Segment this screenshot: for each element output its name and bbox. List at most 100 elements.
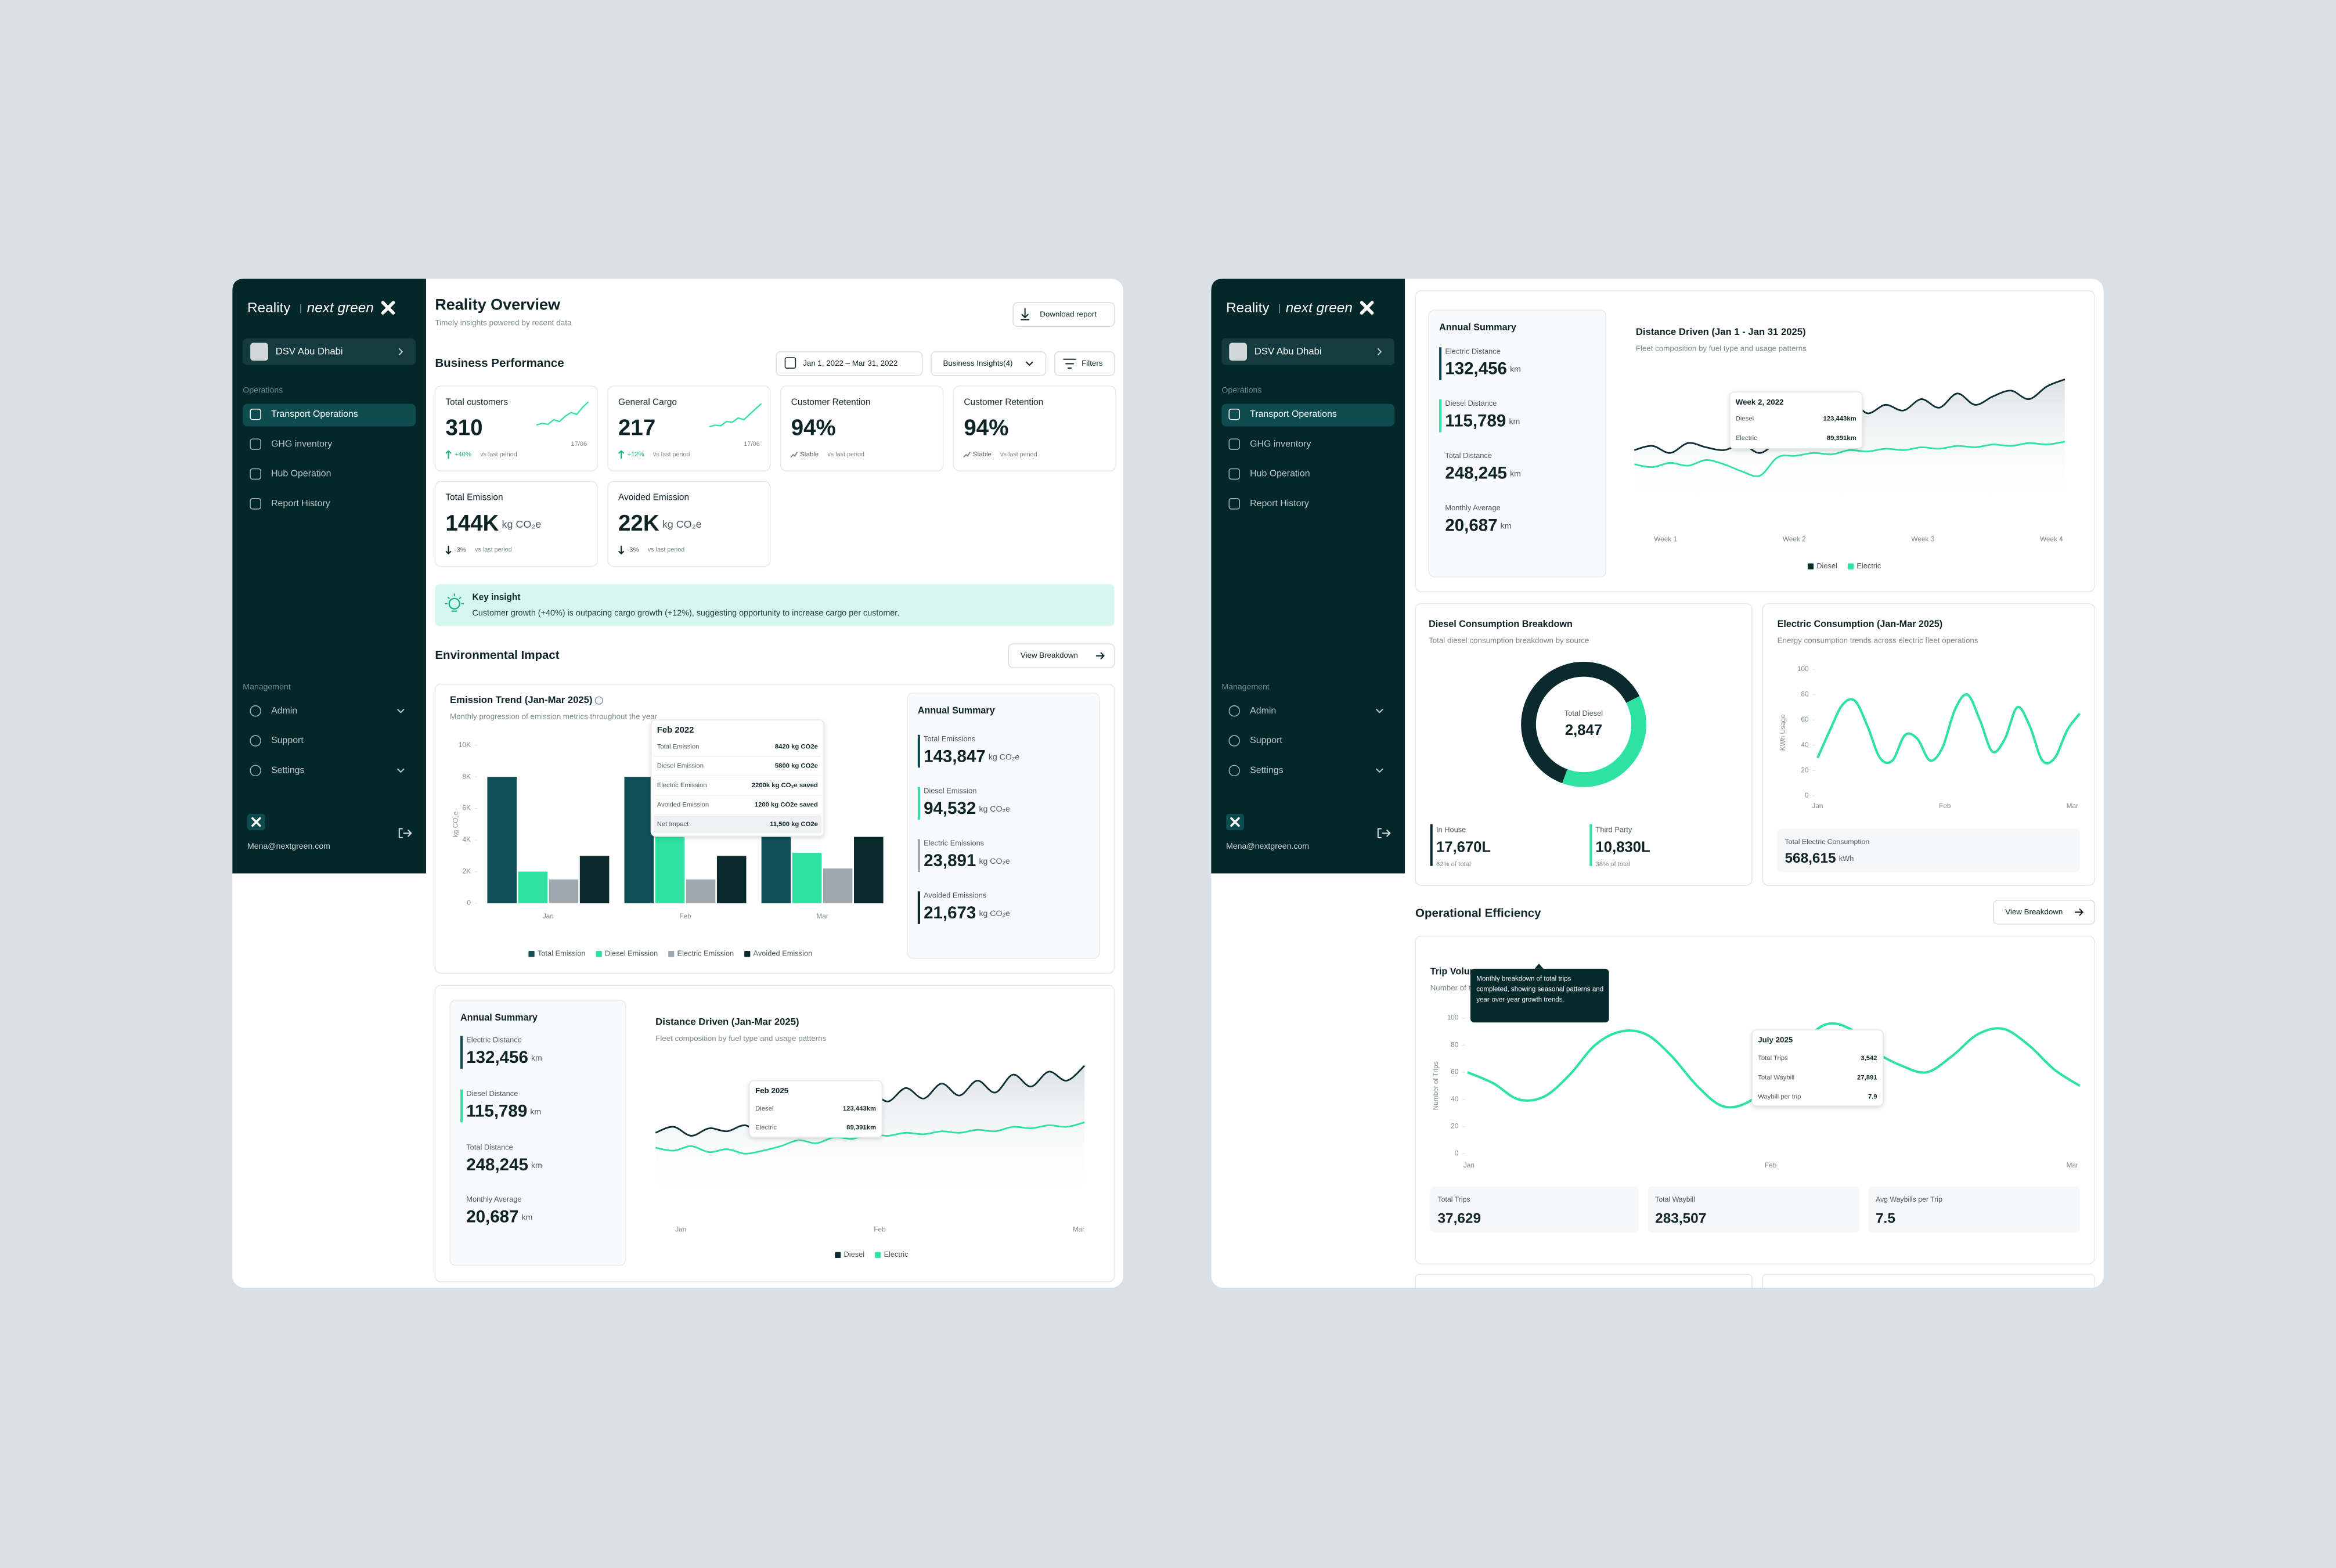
nav-item[interactable]: Settings bbox=[1250, 766, 1284, 776]
tooltip bbox=[1729, 391, 1863, 449]
accent-bar bbox=[917, 787, 920, 820]
summary-value-part: 94,532 bbox=[924, 799, 976, 818]
legend-label: Diesel bbox=[1816, 561, 1837, 570]
summary-value-part: km bbox=[522, 1212, 533, 1221]
accent-bar bbox=[1439, 399, 1442, 432]
legend-label: Diesel bbox=[843, 1250, 864, 1259]
nav-item[interactable]: GHG inventory bbox=[271, 439, 332, 449]
org-selector[interactable] bbox=[243, 338, 416, 366]
button-label[interactable]: Filters bbox=[1082, 359, 1103, 367]
brand-separator: | bbox=[300, 302, 302, 313]
brand-logo bbox=[381, 301, 395, 315]
tooltip-label: Electric Emission bbox=[657, 782, 707, 789]
nav-icon bbox=[1228, 468, 1240, 480]
nav-item[interactable]: Settings bbox=[271, 766, 305, 776]
summary-value-part: km bbox=[530, 1106, 541, 1116]
brand: Reality bbox=[247, 300, 291, 316]
summary-value-part: km bbox=[1510, 468, 1521, 478]
summary-value: 115,789 km bbox=[466, 1101, 541, 1120]
section-heading: Business Performance bbox=[435, 356, 564, 370]
kpi-change: -3% bbox=[455, 546, 466, 553]
tooltip-label: Total Trips bbox=[1758, 1055, 1788, 1062]
nav-item[interactable]: Transport Operations bbox=[271, 409, 358, 419]
chart-card bbox=[1415, 603, 1753, 886]
brand-separator: | bbox=[1278, 302, 1281, 313]
button[interactable] bbox=[1054, 351, 1115, 376]
kpi-value: 144K kg CO₂e bbox=[445, 511, 541, 536]
nav-icon bbox=[250, 498, 261, 510]
legend-swatch bbox=[1847, 563, 1854, 569]
org-selector[interactable] bbox=[1221, 338, 1395, 366]
x-tick-label: Week 1 bbox=[1654, 535, 1677, 543]
button[interactable] bbox=[931, 351, 1047, 376]
kpi-label: General Cargo bbox=[618, 397, 677, 407]
tooltip-value: 8420 kg CO2e bbox=[775, 743, 818, 750]
button-label[interactable]: View Breakdown bbox=[1021, 651, 1078, 659]
total-label: Total Electric Consumption bbox=[1785, 838, 1869, 846]
chevron bbox=[1026, 361, 1033, 366]
bar bbox=[549, 879, 579, 903]
tooltip bbox=[1751, 1029, 1884, 1106]
brand: Reality bbox=[1226, 300, 1270, 316]
total-value-part: 568,615 bbox=[1785, 851, 1836, 867]
button-label[interactable]: Download report bbox=[1040, 309, 1097, 318]
button[interactable] bbox=[1992, 899, 2096, 925]
accent-bar bbox=[1439, 347, 1442, 380]
line bbox=[1816, 693, 2081, 765]
nav-item[interactable]: Admin bbox=[1250, 706, 1276, 716]
summary-label: Monthly Average bbox=[466, 1195, 521, 1203]
summary-value: 248,245 km bbox=[1445, 463, 1521, 482]
chart-subtitle: Number of trips bbox=[1430, 983, 1483, 992]
legend: Diesel Electric bbox=[835, 1250, 909, 1259]
y-tick-label: 80 bbox=[1451, 1040, 1459, 1048]
info-icon bbox=[594, 696, 603, 705]
nav-item[interactable]: Report History bbox=[271, 499, 330, 509]
tooltip-label: Total Waybill bbox=[1758, 1074, 1794, 1081]
kpi-label: Total customers bbox=[445, 397, 508, 407]
nav-item[interactable]: Transport Operations bbox=[1250, 409, 1337, 419]
legend-label: Avoided Emission bbox=[754, 949, 813, 958]
nav-item[interactable]: Admin bbox=[271, 706, 297, 716]
insight-icon bbox=[448, 597, 460, 610]
nav-item[interactable]: Support bbox=[1250, 736, 1282, 745]
nav-item[interactable]: Support bbox=[271, 736, 304, 745]
tooltip-title: July 2025 bbox=[1758, 1036, 1793, 1044]
legend-label: Total Emission bbox=[538, 949, 586, 958]
button-label[interactable]: Jan 1, 2022 – Mar 31, 2022 bbox=[803, 359, 897, 367]
summary-value: 248,245 km bbox=[466, 1155, 542, 1174]
y-tick-label: 10K bbox=[459, 741, 471, 749]
summary-value: 20,687 km bbox=[1445, 516, 1511, 535]
section-heading: Environmental Impact bbox=[435, 648, 559, 662]
tooltip-value: 7.9 bbox=[1868, 1094, 1877, 1101]
y-tick-label: 6K bbox=[463, 804, 471, 812]
button-label[interactable]: View Breakdown bbox=[2005, 907, 2063, 916]
insight-rays bbox=[445, 593, 464, 612]
nav-icon bbox=[1228, 438, 1240, 450]
nav-item[interactable]: Hub Operation bbox=[1250, 469, 1310, 479]
button[interactable] bbox=[776, 351, 923, 376]
card-edge bbox=[1415, 1274, 1753, 1289]
tooltip-value: 89,391km bbox=[846, 1124, 876, 1131]
summary-value-part: kg CO₂e bbox=[979, 804, 1010, 813]
tooltip-label: Electric bbox=[755, 1124, 777, 1131]
section-heading: Operations bbox=[1221, 385, 1261, 394]
button[interactable] bbox=[1012, 302, 1115, 327]
nav-item[interactable]: Hub Operation bbox=[271, 469, 331, 479]
kpi-card bbox=[434, 481, 598, 567]
nav-item[interactable]: GHG inventory bbox=[1250, 439, 1311, 449]
summary-title: Annual Summary bbox=[460, 1012, 538, 1023]
legend-share: 62% of total bbox=[1436, 861, 1471, 868]
button[interactable] bbox=[1008, 643, 1115, 669]
button-label[interactable]: Business Insights(4) bbox=[943, 359, 1012, 367]
accent-bar bbox=[1430, 824, 1433, 866]
bar bbox=[579, 856, 610, 903]
donut-segment bbox=[1562, 696, 1646, 787]
section-heading: Operational Efficiency bbox=[1415, 906, 1541, 920]
org-name: DSV Abu Dhabi bbox=[1254, 345, 1322, 356]
tooltip-title: Feb 2022 bbox=[657, 726, 694, 735]
nav-item[interactable]: Report History bbox=[1250, 499, 1309, 509]
stat-box bbox=[1868, 1186, 2080, 1233]
tooltip-value: 3,542 bbox=[1861, 1055, 1877, 1062]
org-name: DSV Abu Dhabi bbox=[276, 345, 343, 356]
